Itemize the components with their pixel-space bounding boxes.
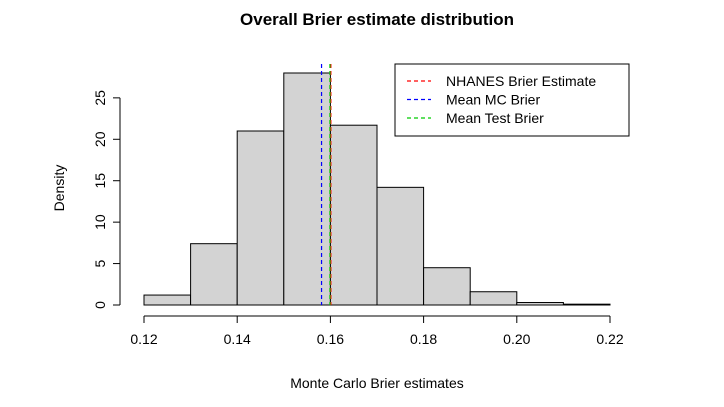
- y-tick-label: 5: [92, 259, 108, 267]
- histogram-bars: [143, 72, 611, 306]
- histogram-bar: [190, 243, 238, 306]
- x-tick-label: 0.20: [503, 331, 530, 347]
- x-tick-label: 0.18: [410, 331, 437, 347]
- histogram-bar: [562, 303, 611, 306]
- legend-label: Mean Test Brier: [446, 110, 544, 126]
- histogram-bar: [329, 124, 378, 306]
- y-tick-label: 20: [92, 131, 108, 147]
- histogram-bar: [143, 294, 192, 306]
- x-axis-label: Monte Carlo Brier estimates: [290, 375, 464, 391]
- y-axis: 0 5 10 15 20 25: [92, 90, 121, 309]
- x-tick-label: 0.16: [317, 331, 344, 347]
- histogram-bar: [376, 186, 425, 306]
- histogram-bar: [236, 130, 285, 306]
- y-tick-label: 10: [92, 214, 108, 230]
- legend-label: NHANES Brier Estimate: [446, 73, 596, 89]
- histogram-bar: [469, 291, 518, 306]
- reference-lines: [320, 64, 332, 305]
- x-axis: 0.12 0.14 0.16 0.18 0.20 0.22: [130, 315, 624, 347]
- x-tick-label: 0.14: [224, 331, 251, 347]
- y-tick-label: 0: [92, 301, 108, 309]
- histogram-bar: [283, 72, 331, 306]
- y-axis-label: Density: [51, 165, 67, 212]
- y-tick-label: 25: [92, 90, 108, 106]
- legend-box: [394, 63, 630, 137]
- chart-title: Overall Brier estimate distribution: [240, 10, 514, 29]
- legend: NHANES Brier Estimate Mean MC Brier Mean T…: [394, 63, 630, 137]
- histogram-bar: [423, 267, 471, 306]
- x-tick-label: 0.22: [596, 331, 623, 347]
- legend-label: Mean MC Brier: [446, 92, 540, 108]
- histogram-bar: [516, 302, 564, 306]
- y-tick-label: 15: [92, 173, 108, 189]
- x-tick-label: 0.12: [130, 331, 157, 347]
